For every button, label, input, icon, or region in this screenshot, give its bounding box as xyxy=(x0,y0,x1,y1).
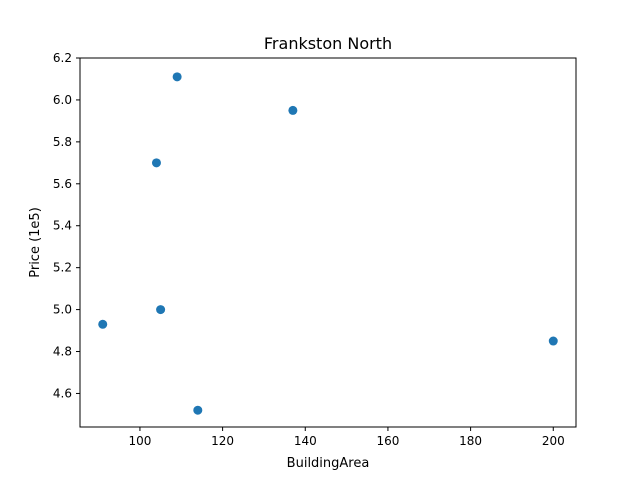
data-points xyxy=(98,72,558,415)
y-tick-label: 6.2 xyxy=(53,51,72,65)
plot-frame xyxy=(79,57,577,428)
x-tick-label: 180 xyxy=(459,434,482,448)
scatter-point xyxy=(172,72,182,82)
y-tick-label: 5.8 xyxy=(53,135,72,149)
chart-title: Frankston North xyxy=(264,34,392,53)
x-axis-ticks: 100 120 140 160 180 200 xyxy=(128,427,565,448)
y-axis-ticks: 4.6 4.8 5.0 5.2 5.4 5.6 5.8 6.0 6.2 xyxy=(53,51,80,400)
y-tick-label: 6.0 xyxy=(53,93,72,107)
scatter-point xyxy=(151,158,161,168)
y-tick-label: 5.4 xyxy=(53,219,72,233)
x-tick-label: 140 xyxy=(294,434,317,448)
y-tick-label: 5.6 xyxy=(53,177,72,191)
scatter-point xyxy=(548,336,558,346)
x-tick-label: 160 xyxy=(376,434,399,448)
x-tick-label: 200 xyxy=(542,434,565,448)
y-tick-label: 4.6 xyxy=(53,386,72,400)
x-axis-label: BuildingArea xyxy=(287,456,370,471)
x-tick-label: 120 xyxy=(211,434,234,448)
plot-area xyxy=(80,58,576,427)
y-axis-label: Price (1e5) xyxy=(28,207,43,278)
y-tick-label: 4.8 xyxy=(53,345,72,359)
scatter-point xyxy=(288,105,298,115)
x-tick-label: 100 xyxy=(128,434,151,448)
y-tick-label: 5.0 xyxy=(53,303,72,317)
scatter-point xyxy=(156,305,166,315)
scatter-point xyxy=(193,405,203,415)
y-tick-label: 5.2 xyxy=(53,261,72,275)
scatter-point xyxy=(98,319,108,329)
